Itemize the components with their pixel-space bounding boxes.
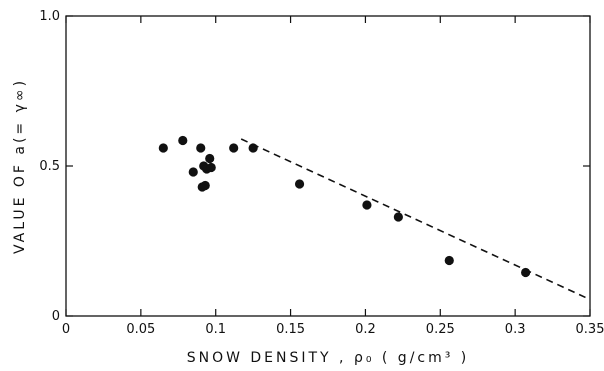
y-tick-label: 1.0: [39, 9, 60, 24]
y-axis-ticks: 0 0.5 1.0: [39, 9, 590, 324]
data-point: [393, 212, 403, 222]
data-point: [294, 179, 305, 189]
x-tick-label: 0.25: [426, 322, 455, 337]
data-point: [188, 167, 198, 177]
data-point: [229, 143, 239, 153]
x-tick-label: 0.35: [576, 322, 604, 337]
data-point: [178, 135, 188, 146]
x-tick-label: 0.05: [126, 322, 155, 337]
plot-frame: [65, 15, 591, 317]
data-point: [362, 200, 372, 210]
x-axis-ticks: 0 0.05 0.1 0.15 0.2 0.25 0.3 0.35: [62, 16, 604, 337]
data-point: [206, 162, 216, 173]
x-tick-label: 0: [62, 322, 70, 337]
x-tick-label: 0.1: [205, 322, 226, 337]
data-point: [444, 255, 454, 266]
series-layer: [158, 135, 591, 301]
data-point: [200, 180, 210, 191]
trend-line: [240, 138, 591, 301]
y-axis-title: VALUE OF a(= γ∞): [12, 78, 28, 254]
x-tick-label: 0.2: [355, 322, 376, 337]
x-tick-label: 0.3: [505, 322, 526, 337]
x-tick-label: 0.15: [276, 322, 305, 337]
data-point: [205, 153, 215, 164]
y-tick-label: 0.5: [39, 159, 60, 174]
x-axis-label: SNOW DENSITY , ρ₀ ( g/cm³ ): [187, 350, 470, 366]
y-tick-label: 0: [52, 309, 60, 324]
data-point: [158, 143, 168, 153]
y-axis-label: VALUE OF a(= γ∞): [12, 78, 28, 254]
data-point: [196, 143, 206, 153]
